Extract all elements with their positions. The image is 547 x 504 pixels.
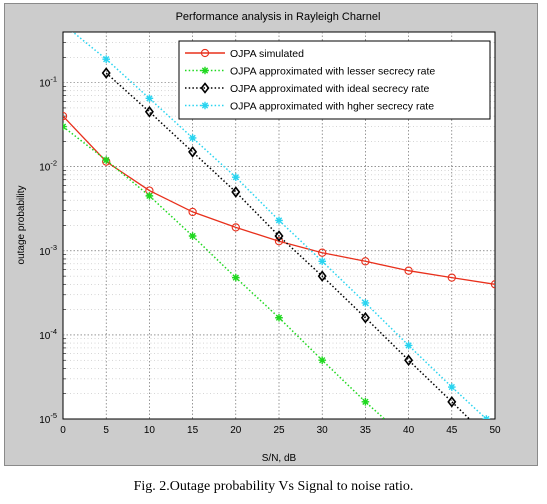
legend-marker xyxy=(201,101,209,110)
y-tick-label: 10-1 xyxy=(39,75,57,90)
data-point xyxy=(275,216,283,225)
figure-caption: Fig. 2.Outage probability Vs Signal to n… xyxy=(133,479,414,494)
series xyxy=(59,20,495,445)
series-line xyxy=(105,72,471,419)
data-point xyxy=(275,313,283,322)
data-point xyxy=(490,280,495,289)
x-tick-label: 45 xyxy=(446,425,458,436)
legend-label: OJPA approximated with hgher secrecy rat… xyxy=(230,100,434,112)
data-point xyxy=(318,356,326,365)
x-tick-label: 40 xyxy=(403,425,415,436)
x-tick-label: 5 xyxy=(103,425,109,436)
y-tick-label: 10-4 xyxy=(39,327,57,342)
data-point xyxy=(144,105,154,118)
data-point xyxy=(188,232,197,240)
data-point xyxy=(232,273,240,282)
data-point xyxy=(474,423,481,432)
data-point xyxy=(145,192,154,200)
x-tick-label: 25 xyxy=(273,425,285,436)
data-point xyxy=(63,111,68,121)
x-tick-label: 50 xyxy=(489,425,501,436)
data-point xyxy=(274,230,284,242)
y-axis-label: outage probability xyxy=(16,186,27,265)
legend-label: OJPA approximated with lesser secrecy ra… xyxy=(230,65,435,77)
data-point xyxy=(188,146,198,158)
chart: Performance analysis in Rayleigh Charnel… xyxy=(16,11,501,464)
y-tick-label: 10-2 xyxy=(39,159,57,174)
data-point xyxy=(101,67,111,79)
y-axis-ticks: 10-5 10-4 10-3 10-2 10-1 xyxy=(39,42,66,426)
x-tick-label: 35 xyxy=(360,425,372,436)
x-axis-ticks: 0 5 10 15 20 25 30 35 40 45 50 xyxy=(60,425,501,436)
data-point xyxy=(405,437,413,445)
data-point xyxy=(274,237,284,246)
x-tick-label: 0 xyxy=(60,425,66,436)
data-point xyxy=(360,311,370,324)
data-point xyxy=(361,257,370,266)
data-point xyxy=(231,186,241,198)
data-point xyxy=(102,156,110,164)
data-point xyxy=(404,266,413,275)
legend-marker xyxy=(200,82,210,94)
legend-marker xyxy=(201,66,209,75)
legend: OJPA simulated OJPA approximated with les… xyxy=(178,40,491,120)
data-point xyxy=(188,134,197,142)
data-point xyxy=(404,354,414,367)
data-point xyxy=(361,398,370,406)
data-point xyxy=(145,94,154,103)
x-axis-label: S/N, dB xyxy=(262,453,297,464)
legend-box xyxy=(178,40,491,120)
data-point xyxy=(63,122,67,131)
data-point xyxy=(232,173,240,182)
chart-title: Performance analysis in Rayleigh Charnel xyxy=(176,11,381,23)
series-2 xyxy=(63,122,413,445)
x-tick-label: 15 xyxy=(187,425,199,436)
y-tick-label: 10-3 xyxy=(39,243,57,258)
data-point xyxy=(102,55,110,63)
data-point xyxy=(318,257,326,266)
data-point xyxy=(231,223,240,232)
data-point xyxy=(59,20,67,28)
x-tick-label: 20 xyxy=(230,425,242,436)
data-point xyxy=(447,396,457,408)
x-tick-label: 10 xyxy=(144,425,156,436)
data-point xyxy=(448,383,456,391)
data-point xyxy=(318,248,327,257)
legend-label: OJPA simulated xyxy=(230,48,304,60)
series-4 xyxy=(59,20,491,419)
legend-label: OJPA approximated with ideal secrecy rat… xyxy=(230,83,430,95)
data-point xyxy=(482,415,491,419)
data-point xyxy=(188,207,197,217)
data-point xyxy=(361,299,370,307)
legend-marker xyxy=(200,48,210,58)
y-tick-label: 10-5 xyxy=(39,411,57,426)
x-tick-label: 30 xyxy=(317,425,329,436)
data-point xyxy=(447,273,456,282)
data-point xyxy=(404,341,413,350)
series-line xyxy=(71,32,487,419)
series-3 xyxy=(101,67,481,432)
data-point xyxy=(317,270,327,282)
